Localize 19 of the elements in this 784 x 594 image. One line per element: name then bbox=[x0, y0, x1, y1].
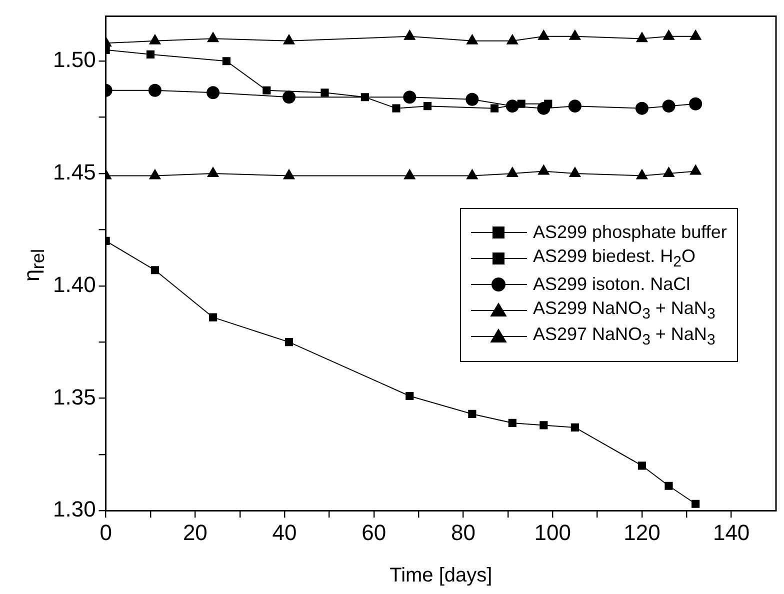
legend-label: AS299 phosphate buffer bbox=[533, 222, 727, 242]
y-tick-label: 1.30 bbox=[52, 496, 96, 522]
legend-label: AS299 NaNO$_{3}$ + NaN$_{3}$ bbox=[533, 298, 716, 322]
x-tick-label: 20 bbox=[182, 520, 208, 545]
legend-label: AS299 isoton. NaCl bbox=[533, 274, 690, 294]
x-tick-label: 140 bbox=[712, 520, 750, 545]
legend-label: AS297 NaNO$_{3}$ + NaN$_{3}$ bbox=[533, 324, 716, 348]
y-tick-label: 1.50 bbox=[52, 47, 96, 72]
y-tick-label: 1.45 bbox=[52, 160, 96, 185]
x-axis-title: Time [days] bbox=[390, 564, 492, 587]
legend-label: AS299 biedest. H$_{2}$O bbox=[533, 246, 696, 270]
y-tick-label: 1.40 bbox=[52, 272, 96, 297]
x-tick-label: 100 bbox=[534, 520, 571, 545]
x-tick-label: 120 bbox=[624, 520, 660, 545]
x-tick-label: 60 bbox=[362, 520, 386, 545]
x-tick-label: 0 bbox=[100, 520, 112, 545]
y-tick-label: 1.35 bbox=[52, 384, 96, 410]
x-tick-label: 80 bbox=[451, 520, 476, 545]
x-tick-label: 40 bbox=[272, 520, 297, 545]
